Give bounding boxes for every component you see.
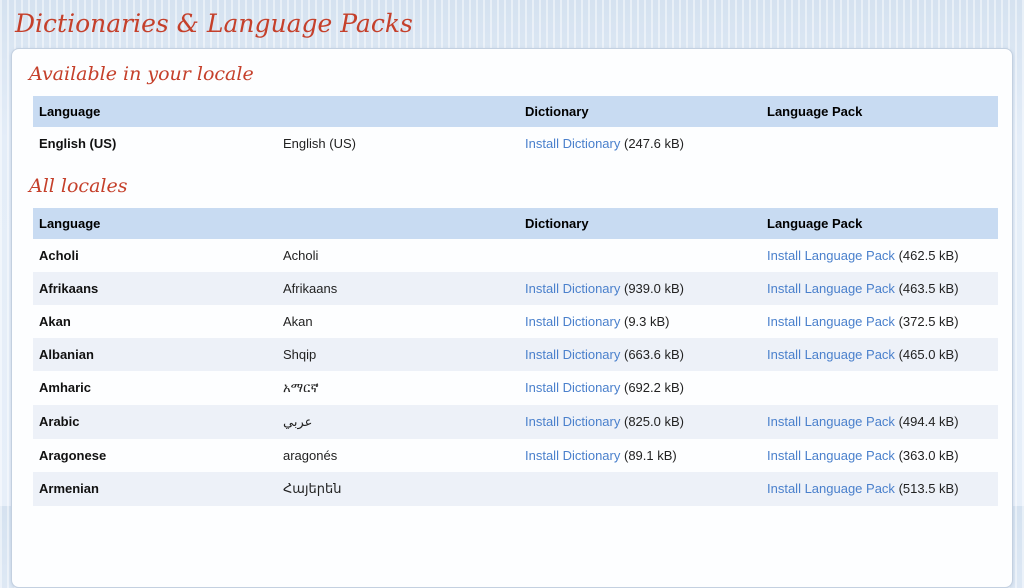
install-language-pack-link[interactable]: Install Language Pack <box>767 247 895 263</box>
language-pack-cell <box>761 127 998 160</box>
file-size: (363.0 kB) <box>898 447 959 463</box>
column-header-language-pack: Language Pack <box>761 95 998 127</box>
language-name: Amharic <box>39 380 92 396</box>
language-pack-cell: Install Language Pack (513.5 kB) <box>761 472 998 506</box>
file-size: (692.2 kB) <box>624 380 684 396</box>
column-header-dictionary: Dictionary <box>519 207 761 239</box>
file-size: (663.6 kB) <box>624 346 684 362</box>
file-size: (465.0 kB) <box>898 346 959 362</box>
column-header-language-pack: Language Pack <box>761 207 998 239</box>
language-pack-cell: Install Language Pack (494.4 kB) <box>761 405 998 439</box>
install-language-pack-link[interactable]: Install Language Pack <box>767 481 895 497</box>
table-row: Armenian Հայերեն Install Language Pack (… <box>33 471 998 506</box>
table-row: Afrikaans Afrikaans Install Dictionary (… <box>33 271 998 305</box>
table-header-row: Language Dictionary Language Pack <box>33 95 998 127</box>
native-name: Shqip <box>283 346 317 362</box>
install-language-pack-link[interactable]: Install Language Pack <box>767 346 895 362</box>
install-language-pack-link[interactable]: Install Language Pack <box>767 280 895 296</box>
file-size: (89.1 kB) <box>624 447 677 463</box>
language-pack-cell: Install Language Pack (463.5 kB) <box>761 272 998 305</box>
install-dictionary-link[interactable]: Install Dictionary <box>525 280 621 296</box>
language-name: Akan <box>39 313 71 329</box>
content-panel: Available in your locale Language Dictio… <box>11 48 1013 588</box>
language-name: Afrikaans <box>39 280 99 296</box>
language-name: Aragonese <box>39 447 107 463</box>
column-header-language: Language <box>33 207 519 239</box>
install-dictionary-link[interactable]: Install Dictionary <box>525 447 621 463</box>
table-row: Arabic عربي Install Dictionary (825.0 kB… <box>33 404 998 439</box>
native-name: Հայերեն <box>283 480 342 496</box>
table-row: Aragonese aragonés Install Dictionary (8… <box>33 439 998 472</box>
dictionary-cell: Install Dictionary (663.6 kB) <box>519 338 761 371</box>
native-name: English (US) <box>283 135 356 151</box>
dictionary-cell: Install Dictionary (9.3 kB) <box>519 305 761 338</box>
file-size: (825.0 kB) <box>624 414 684 430</box>
dictionary-cell: Install Dictionary (247.6 kB) <box>519 127 761 160</box>
native-name: aragonés <box>283 447 338 463</box>
all-locales-table: Language Dictionary Language Pack Acholi… <box>33 207 998 506</box>
install-dictionary-link[interactable]: Install Dictionary <box>525 135 621 151</box>
dictionary-cell: Install Dictionary (825.0 kB) <box>519 405 761 439</box>
dictionary-cell <box>519 239 761 272</box>
file-size: (463.5 kB) <box>898 280 959 296</box>
language-pack-cell: Install Language Pack (372.5 kB) <box>761 305 998 338</box>
file-size: (494.4 kB) <box>898 414 959 430</box>
page-title: Dictionaries & Language Packs <box>15 9 413 38</box>
table-header-row: Language Dictionary Language Pack <box>33 207 998 239</box>
language-name: Arabic <box>39 414 80 430</box>
native-name: Acholi <box>283 247 319 263</box>
file-size: (247.6 kB) <box>624 135 684 151</box>
section-heading-all-locales: All locales <box>29 174 128 197</box>
table-row: English (US) English (US) Install Dictio… <box>33 127 998 160</box>
native-name: Afrikaans <box>283 280 338 296</box>
install-dictionary-link[interactable]: Install Dictionary <box>525 346 621 362</box>
file-size: (9.3 kB) <box>624 313 670 329</box>
language-name: Acholi <box>39 247 79 263</box>
language-pack-cell: Install Language Pack (363.0 kB) <box>761 439 998 472</box>
install-language-pack-link[interactable]: Install Language Pack <box>767 414 895 430</box>
native-name: አማርኛ <box>283 379 319 395</box>
language-pack-cell <box>761 371 998 405</box>
section-heading-available: Available in your locale <box>29 63 254 85</box>
column-header-dictionary: Dictionary <box>519 95 761 127</box>
column-header-language: Language <box>33 95 519 127</box>
dictionary-cell: Install Dictionary (692.2 kB) <box>519 371 761 405</box>
table-row: Albanian Shqip Install Dictionary (663.6… <box>33 337 998 371</box>
language-name: English (US) <box>39 135 117 151</box>
dictionary-cell <box>519 472 761 506</box>
file-size: (513.5 kB) <box>898 481 959 497</box>
available-locale-table: Language Dictionary Language Pack Englis… <box>33 95 998 160</box>
file-size: (939.0 kB) <box>624 280 684 296</box>
install-dictionary-link[interactable]: Install Dictionary <box>525 313 621 329</box>
install-language-pack-link[interactable]: Install Language Pack <box>767 313 895 329</box>
native-name: Akan <box>283 313 313 329</box>
file-size: (462.5 kB) <box>898 247 959 263</box>
dictionary-cell: Install Dictionary (89.1 kB) <box>519 439 761 472</box>
table-row: Acholi Acholi Install Language Pack (462… <box>33 239 998 272</box>
install-dictionary-link[interactable]: Install Dictionary <box>525 414 621 430</box>
language-name: Albanian <box>39 346 94 362</box>
language-pack-cell: Install Language Pack (465.0 kB) <box>761 338 998 371</box>
table-row: Akan Akan Install Dictionary (9.3 kB) In… <box>33 305 998 338</box>
language-pack-cell: Install Language Pack (462.5 kB) <box>761 239 998 272</box>
table-row: Amharic አማርኛ Install Dictionary (692.2 k… <box>33 371 998 405</box>
dictionary-cell: Install Dictionary (939.0 kB) <box>519 272 761 305</box>
install-language-pack-link[interactable]: Install Language Pack <box>767 447 895 463</box>
file-size: (372.5 kB) <box>898 313 959 329</box>
language-name: Armenian <box>39 481 99 497</box>
install-dictionary-link[interactable]: Install Dictionary <box>525 380 621 396</box>
native-name: عربي <box>283 413 313 429</box>
